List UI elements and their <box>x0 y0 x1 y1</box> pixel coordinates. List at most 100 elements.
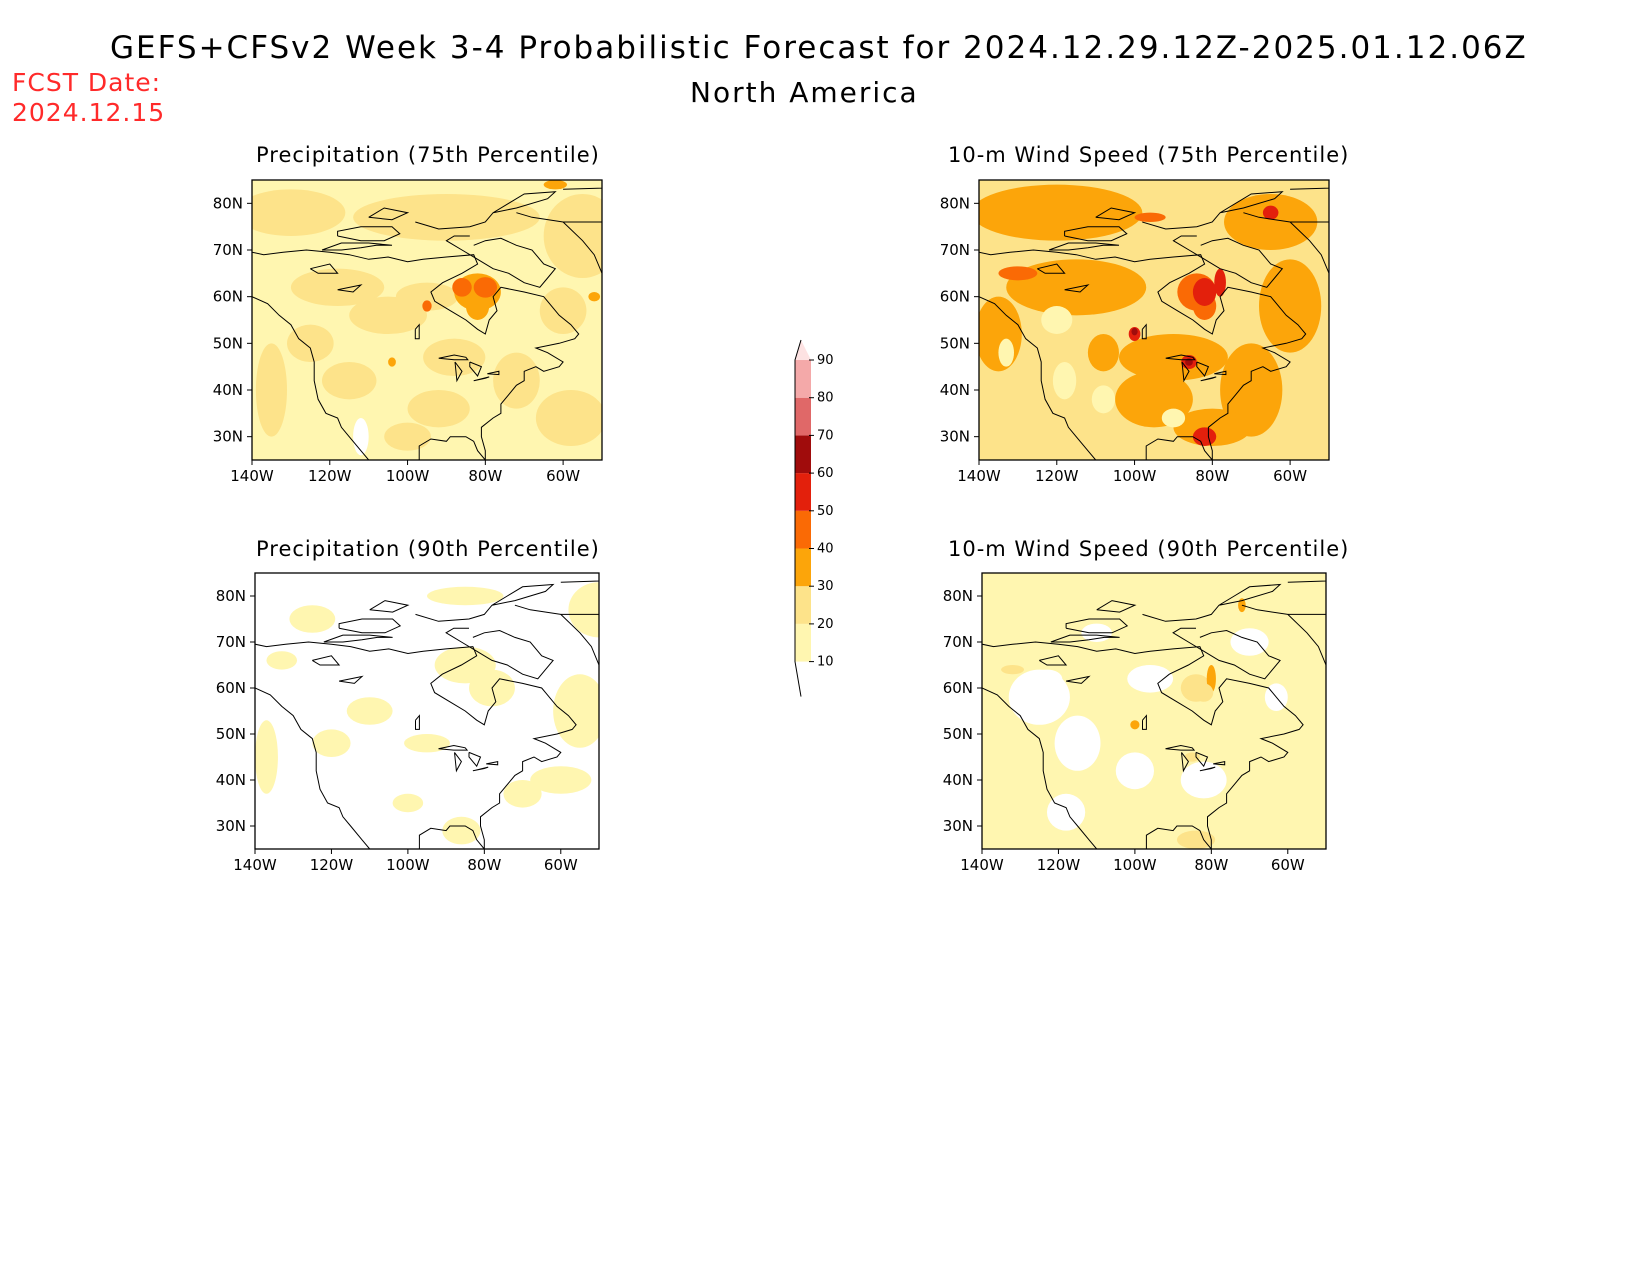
coastline <box>1142 714 1147 730</box>
shading-region <box>503 780 542 808</box>
shading-region <box>252 189 346 236</box>
coastline <box>252 296 370 460</box>
map-panel-precip-90: 80N 70N 60N 50N 40N 30N 140W 120W 100W 80W 60W <box>216 572 600 874</box>
coastline <box>1142 583 1282 622</box>
lon-tick-label: 80W <box>1195 467 1229 485</box>
lon-tick-label: 140W <box>957 467 1001 485</box>
map-panel-precip-75: 80N 70N 60N 50N 40N 30N 140W 120W 100W 80W 60W <box>213 179 603 485</box>
lat-tick-label: 50N <box>940 334 970 352</box>
shading-region <box>1091 385 1116 414</box>
coastline <box>982 687 1098 849</box>
forecast-date-block: FCST Date: 2024.12.15 <box>12 68 165 128</box>
coastline <box>255 687 371 849</box>
map-frame <box>978 179 1330 461</box>
lat-tick-label: 60N <box>216 679 246 697</box>
lat-tick-label: 70N <box>943 633 973 651</box>
shading-region <box>255 720 278 794</box>
coastline <box>338 618 402 634</box>
lon-tick-label: 120W <box>310 856 354 874</box>
lat-tick-label: 40N <box>943 771 973 789</box>
coastline <box>514 580 599 615</box>
coastline <box>369 600 410 613</box>
shading-region <box>1194 683 1214 702</box>
shading-region <box>539 287 587 334</box>
shading-region <box>1115 752 1154 790</box>
shading-region <box>465 292 490 320</box>
shading-region <box>266 651 298 670</box>
coastline <box>1243 187 1329 223</box>
coastline <box>560 614 599 666</box>
coastline <box>1048 242 1120 251</box>
coastline <box>473 376 490 382</box>
lat-tick-label: 60N <box>940 288 970 306</box>
coastline <box>415 191 557 230</box>
shading-region <box>384 422 431 451</box>
shading-region <box>543 180 567 190</box>
shading-region <box>287 324 334 362</box>
shading-region <box>353 418 369 456</box>
lat-tick-label: 30N <box>943 817 973 835</box>
panel-title-precip-75: Precipitation (75th Percentile) <box>256 143 600 167</box>
coastline-layer <box>979 187 1329 460</box>
shading-region <box>1041 306 1073 334</box>
coastline <box>415 714 420 730</box>
shading-region <box>395 282 459 311</box>
shading-layer <box>252 180 602 460</box>
shading-region <box>1192 278 1217 306</box>
coastline <box>1165 744 1196 751</box>
shading-region <box>1087 334 1119 372</box>
shading-region <box>979 184 1143 241</box>
shading-region <box>1176 830 1216 849</box>
coastline <box>414 323 420 340</box>
colorbar: 10 20 30 40 50 60 70 80 90 <box>794 339 834 697</box>
coastline <box>1289 221 1329 275</box>
lon-tick-label: 60W <box>1271 856 1305 874</box>
coastline <box>255 641 577 849</box>
lon-tick-label: 100W <box>386 467 430 485</box>
shading-region <box>473 277 498 298</box>
coastline <box>1064 284 1090 293</box>
coastline-layer <box>252 187 602 460</box>
colorbar-label: 50 <box>817 504 834 519</box>
coastline <box>1064 226 1128 242</box>
coastline <box>368 207 410 221</box>
lat-tick-label: 80N <box>216 587 246 605</box>
coastline <box>1214 370 1227 376</box>
lat-tick-label: 50N <box>216 725 246 743</box>
shading-region <box>442 816 481 845</box>
coastline <box>486 760 499 766</box>
shading-region <box>1130 720 1140 730</box>
colorbar-label: 70 <box>817 428 834 443</box>
coastline <box>979 296 1097 460</box>
lon-tick-label: 100W <box>1113 856 1157 874</box>
lon-tick-label: 80W <box>1194 856 1228 874</box>
colorbar-swatch <box>795 397 811 436</box>
coastline <box>1195 751 1209 768</box>
coastline <box>445 627 554 680</box>
coastline <box>1199 766 1216 772</box>
shading-region <box>1031 669 1063 688</box>
lon-tick-label: 140W <box>960 856 1004 874</box>
colorbar-cap-top <box>795 340 811 360</box>
lat-tick-label: 70N <box>216 633 246 651</box>
coastline <box>1181 361 1190 383</box>
map-frame <box>251 179 603 461</box>
panel-title-wind-75: 10-m Wind Speed (75th Percentile) <box>948 143 1350 167</box>
lon-tick-label: 100W <box>386 856 430 874</box>
lat-tick-label: 30N <box>216 817 246 835</box>
shading-region <box>1262 205 1279 220</box>
map-frame <box>254 572 600 850</box>
figure-title: GEFS+CFSv2 Week 3-4 Probabilistic Foreca… <box>110 30 1528 66</box>
lon-tick-label: 60W <box>546 467 580 485</box>
shading-region <box>290 268 385 306</box>
lat-tick-label: 40N <box>216 771 246 789</box>
coastline <box>1172 627 1281 680</box>
shading-region <box>346 697 393 725</box>
coastline <box>337 284 363 293</box>
coastline <box>445 235 557 288</box>
coastline <box>1096 600 1137 613</box>
lon-tick-label: 120W <box>1037 856 1081 874</box>
colorbar-swatch <box>795 586 811 624</box>
coastline <box>438 744 469 751</box>
shading-region <box>322 362 377 400</box>
